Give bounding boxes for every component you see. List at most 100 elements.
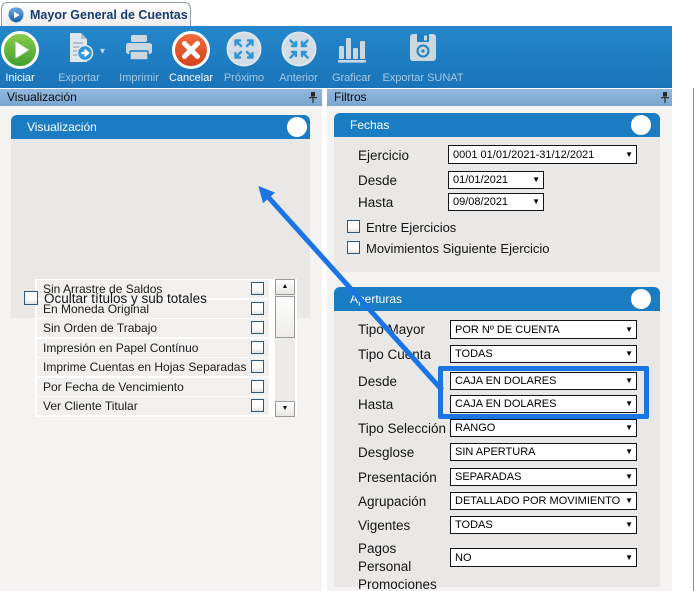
- entre-ejercicios-label: Entre Ejercicios: [366, 220, 457, 235]
- ocultar-titulos-label: Ocultar títulos y sub totales: [44, 291, 207, 306]
- chevron-down-icon: ▼: [625, 552, 633, 562]
- cuenta-desde-select[interactable]: CAJA EN DOLARES ▼: [450, 372, 637, 390]
- list-item[interactable]: Impresión en Papel Contínuo: [37, 338, 269, 357]
- fecha-desde-select[interactable]: 01/01/2021 ▼: [448, 171, 544, 189]
- imprimir-button[interactable]: Imprimir: [111, 26, 167, 88]
- floppy-disk-icon: [405, 30, 441, 71]
- desglose-value: SIN APERTURA: [455, 446, 536, 458]
- scroll-down-button[interactable]: ▼: [275, 401, 295, 417]
- graficar-button[interactable]: Graficar: [325, 26, 378, 88]
- checkbox[interactable]: [251, 321, 264, 334]
- tipo-mayor-label: Tipo Mayor: [358, 322, 426, 337]
- entre-ejercicios-checkbox[interactable]: [347, 220, 360, 233]
- collapse-arrows-icon: [280, 30, 318, 73]
- agrupacion-select[interactable]: DETALLADO POR MOVIMIENTO ▼: [450, 492, 637, 510]
- cancelar-button[interactable]: Cancelar: [165, 26, 217, 88]
- exportar-button[interactable]: Exportar: [48, 26, 110, 88]
- dock-panel-filtros-header: Filtros: [327, 89, 672, 106]
- chevron-down-icon: ▼: [625, 324, 633, 334]
- export-document-icon: [61, 30, 97, 71]
- agrupacion-value: DETALLADO POR MOVIMIENTO: [455, 495, 621, 507]
- visualizacion-group-body: Sin Arrastre de Saldos En Moneda Origina…: [11, 139, 310, 417]
- iniciar-button[interactable]: Iniciar: [0, 26, 44, 88]
- chevron-down-icon: ▼: [625, 423, 633, 432]
- checkbox[interactable]: [251, 379, 264, 393]
- list-item[interactable]: Sin Orden de Trabajo: [37, 319, 269, 337]
- tipo-cuenta-value: TODAS: [455, 348, 493, 360]
- tipo-mayor-value: POR Nº DE CUENTA: [455, 323, 560, 336]
- scrollbar-thumb[interactable]: [275, 296, 295, 338]
- annotation-highlight-box: [438, 366, 649, 419]
- presentacion-label: Presentación: [358, 470, 437, 485]
- visualization-options-list: Sin Arrastre de Saldos En Moneda Origina…: [35, 279, 297, 417]
- pagos-personal-select[interactable]: NO ▼: [450, 548, 637, 567]
- presentacion-select[interactable]: SEPARADAS ▼: [450, 468, 637, 486]
- ejercicio-select[interactable]: 0001 01/01/2021-31/12/2021 ▼: [448, 145, 637, 164]
- list-item[interactable]: Por Fecha de Vencimiento: [37, 377, 269, 396]
- fecha-hasta-value: 09/08/2021: [453, 196, 509, 208]
- pin-icon[interactable]: [660, 91, 670, 109]
- fechas-desde-label: Desde: [358, 173, 398, 188]
- movimientos-siguiente-label: Movimientos Siguiente Ejercicio: [366, 241, 550, 256]
- cuenta-hasta-value: CAJA EN DOLARES: [455, 398, 557, 410]
- tipo-seleccion-select[interactable]: RANGO ▼: [450, 419, 637, 437]
- option-label: Por Fecha de Vencimiento: [43, 379, 184, 394]
- tipo-cuenta-select[interactable]: TODAS ▼: [450, 345, 637, 363]
- proximo-button[interactable]: Próximo: [219, 26, 269, 88]
- fechas-group-header: Fechas: [334, 113, 660, 137]
- fechas-group-title: Fechas: [350, 118, 390, 132]
- fecha-hasta-select[interactable]: 09/08/2021 ▼: [448, 193, 544, 211]
- cuenta-hasta-select[interactable]: CAJA EN DOLARES ▼: [450, 395, 637, 413]
- tipo-mayor-select[interactable]: POR Nº DE CUENTA ▼: [450, 320, 637, 339]
- pin-icon[interactable]: [308, 91, 318, 109]
- list-item[interactable]: Ver Cliente Titular: [37, 397, 269, 415]
- scroll-up-button[interactable]: ▲: [275, 279, 295, 295]
- aperturas-group-title: Aperturas: [350, 292, 403, 306]
- dock-panel-visualizacion-header: Visualización: [0, 89, 322, 106]
- checkbox[interactable]: [251, 340, 264, 354]
- anterior-button[interactable]: Anterior: [272, 26, 325, 88]
- cuenta-desde-label: Desde: [358, 374, 398, 389]
- checkbox[interactable]: [251, 282, 264, 295]
- group-header-circle[interactable]: [631, 115, 651, 135]
- group-header-circle[interactable]: [631, 289, 651, 309]
- list-item[interactable]: Imprime Cuentas en Hojas Separadas: [37, 358, 269, 376]
- group-header-circle[interactable]: [287, 117, 307, 137]
- tipo-cuenta-label: Tipo Cuenta: [358, 347, 432, 362]
- printer-icon: [121, 30, 157, 71]
- tipo-seleccion-label: Tipo Selección: [358, 421, 447, 436]
- exportar-label: Exportar: [58, 72, 100, 84]
- presentacion-value: SEPARADAS: [455, 471, 522, 483]
- export-dropdown-caret-icon[interactable]: ▾: [100, 46, 106, 57]
- graficar-label: Graficar: [331, 72, 372, 84]
- vigentes-label: Vigentes: [358, 518, 411, 533]
- checkbox[interactable]: [251, 399, 264, 412]
- tab-mayor-general[interactable]: Mayor General de Cuentas: [1, 2, 191, 26]
- vigentes-select[interactable]: TODAS ▼: [450, 516, 637, 534]
- list-item[interactable]: Sin Arrastre de Saldos: [37, 280, 269, 298]
- chevron-down-icon: ▼: [625, 520, 633, 529]
- anterior-label: Anterior: [279, 72, 318, 84]
- cancel-icon: [171, 30, 211, 75]
- bar-chart-icon: [334, 30, 370, 71]
- ejercicio-value: 0001 01/01/2021-31/12/2021: [453, 148, 595, 161]
- cancelar-label: Cancelar: [168, 72, 214, 84]
- list-item[interactable]: En Moneda Original: [37, 299, 269, 318]
- dock-left-title: Visualización: [7, 90, 77, 104]
- visualizacion-group-header: Visualización: [11, 115, 310, 139]
- desglose-select[interactable]: SIN APERTURA ▼: [450, 443, 637, 461]
- cuenta-hasta-label: Hasta: [358, 397, 394, 412]
- chevron-down-icon: ▼: [625, 149, 633, 159]
- expand-arrows-icon: [225, 30, 263, 73]
- pagos-personal-label: Pagos Personal Promociones: [358, 541, 437, 591]
- tab-title: Mayor General de Cuentas: [30, 7, 188, 22]
- option-label: Impresión en Papel Contínuo: [43, 340, 199, 355]
- ejercicio-label: Ejercicio: [358, 148, 410, 163]
- scrollbar[interactable]: ▲ ▼: [275, 279, 295, 417]
- checkbox[interactable]: [251, 301, 264, 315]
- movimientos-siguiente-checkbox[interactable]: [347, 241, 360, 254]
- ocultar-titulos-checkbox[interactable]: [24, 291, 38, 305]
- checkbox[interactable]: [251, 360, 264, 373]
- exportar-sunat-button[interactable]: Exportar SUNAT: [379, 26, 467, 88]
